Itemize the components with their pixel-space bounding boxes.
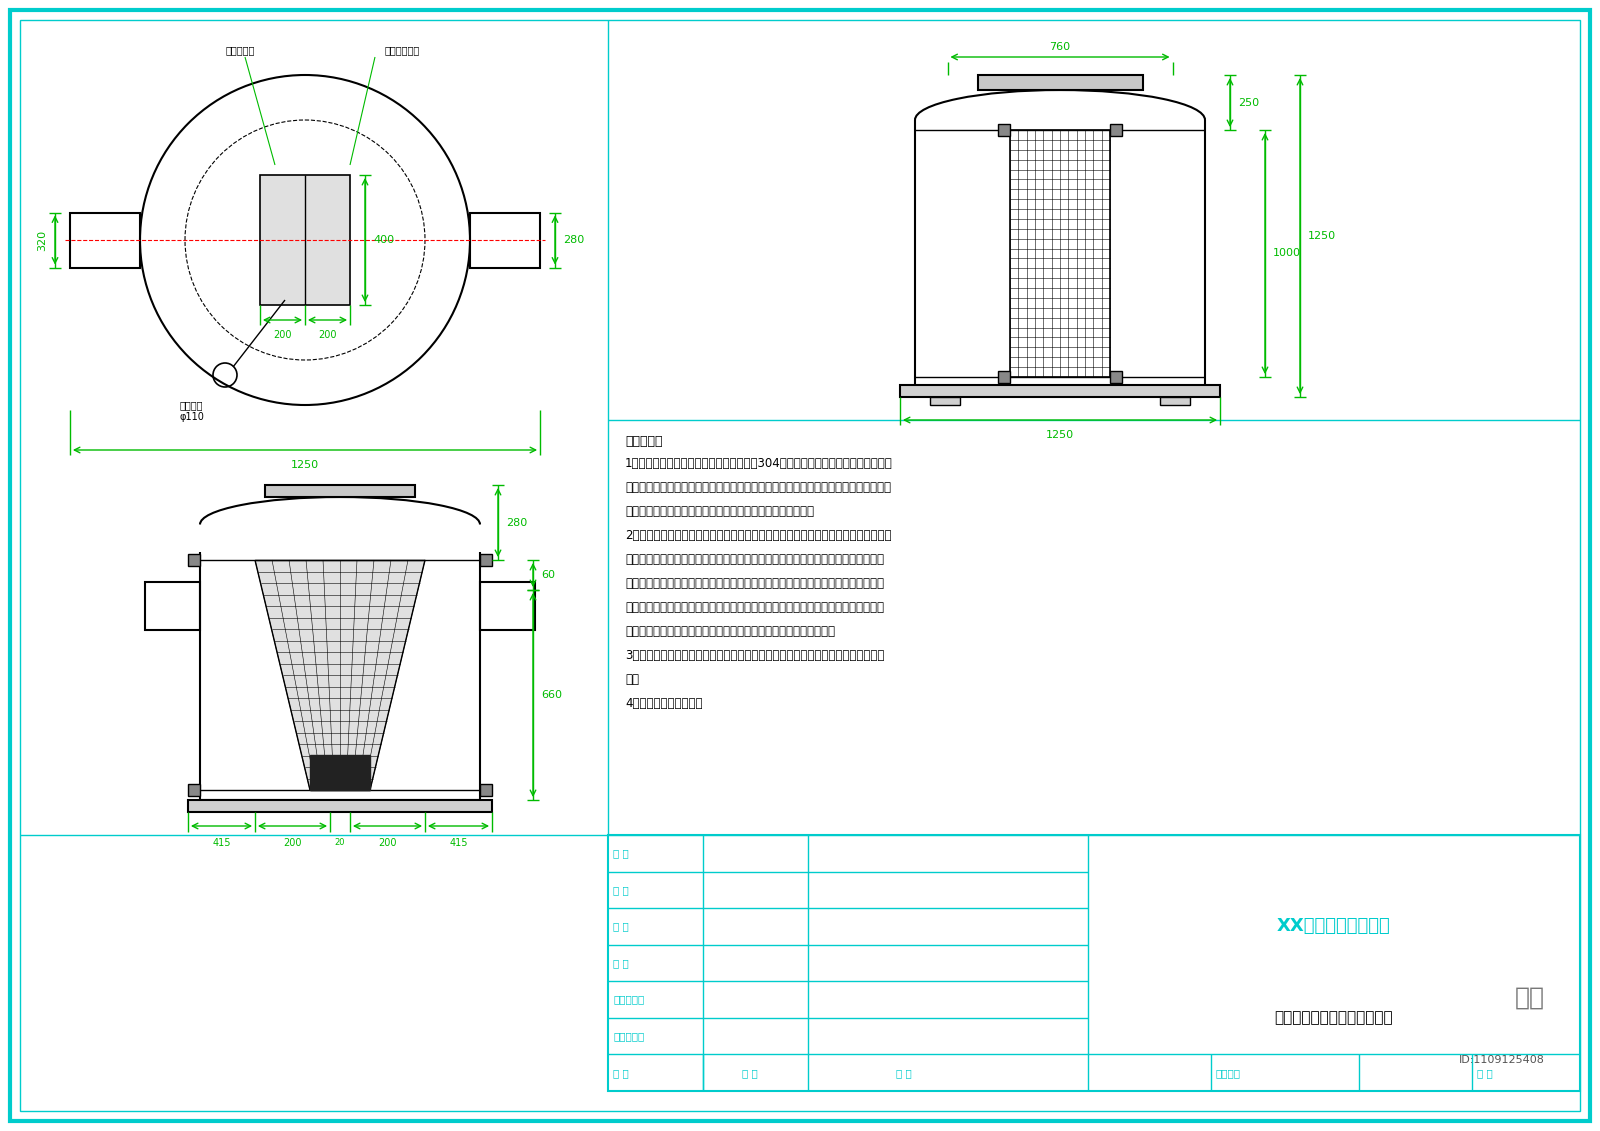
Text: ID:1109125408: ID:1109125408: [1459, 1055, 1546, 1065]
Text: 截污过滤弃流一体化设备详图: 截污过滤弃流一体化设备详图: [1275, 1010, 1394, 1026]
Bar: [266, 485, 414, 497]
Text: 弃流装置: 弃流装置: [179, 400, 203, 411]
Text: 设 计: 设 计: [613, 884, 629, 895]
Text: 能。: 能。: [626, 673, 638, 687]
Bar: [608, 835, 1581, 1091]
Bar: [189, 554, 200, 566]
Text: 200: 200: [274, 330, 291, 340]
Text: 不锈钢篦置: 不锈钢篦置: [226, 45, 254, 55]
Polygon shape: [254, 560, 426, 789]
Text: 专业负责人: 专业负责人: [613, 994, 645, 1004]
Bar: [480, 582, 534, 630]
Bar: [1010, 130, 1110, 377]
Bar: [70, 213, 141, 268]
Bar: [1160, 397, 1190, 405]
Bar: [899, 385, 1221, 397]
Text: 1250: 1250: [1309, 231, 1336, 241]
Bar: [978, 75, 1142, 90]
Text: 760: 760: [1050, 42, 1070, 52]
Bar: [146, 582, 200, 630]
Text: 比 例: 比 例: [741, 1068, 757, 1078]
Text: 280: 280: [506, 518, 528, 527]
Text: 污染物，从而保护后续设备的正常运行，同时可有效的将前期浓度较高的污染物抛弃，: 污染物，从而保护后续设备的正常运行，同时可有效的将前期浓度较高的污染物抛弃，: [626, 481, 891, 494]
Text: 200: 200: [378, 838, 397, 848]
Bar: [1110, 371, 1122, 383]
Text: 1250: 1250: [291, 460, 318, 470]
Text: 1、本产品外壳材质为玻璃钢，内置不锈钢304提篮及过滤网，可有效拦截较大固体: 1、本产品外壳材质为玻璃钢，内置不锈钢304提篮及过滤网，可有效拦截较大固体: [626, 457, 893, 470]
Bar: [998, 371, 1010, 383]
Text: 400: 400: [373, 235, 394, 245]
Text: 20: 20: [334, 838, 346, 847]
Text: 审 定: 审 定: [613, 1068, 629, 1078]
Text: 1250: 1250: [1046, 430, 1074, 440]
Text: 校 对: 校 对: [613, 922, 629, 932]
Text: 660: 660: [541, 690, 562, 700]
Text: 200: 200: [283, 838, 302, 848]
Text: φ110: φ110: [179, 412, 205, 422]
Polygon shape: [310, 756, 370, 789]
Text: 原理说明：: 原理说明：: [626, 435, 662, 448]
Text: 3、本产品主要应用于前期雨水需收集处理，能够一体化实现截污沉淀过滤弃流等功: 3、本产品主要应用于前期雨水需收集处理，能够一体化实现截污沉淀过滤弃流等功: [626, 649, 885, 662]
Text: 实现前期污染物自动排放，便于后期干净的雨水过滤、收集。: 实现前期污染物自动排放，便于后期干净的雨水过滤、收集。: [626, 506, 814, 518]
Text: 1000: 1000: [1274, 249, 1301, 259]
Text: 审 核: 审 核: [613, 958, 629, 968]
Text: 200: 200: [318, 330, 336, 340]
Text: 280: 280: [563, 235, 584, 245]
Bar: [930, 397, 960, 405]
Text: 日 期: 日 期: [896, 1068, 912, 1078]
Text: 制 图: 制 图: [613, 848, 629, 858]
Bar: [189, 800, 493, 812]
Text: 415: 415: [213, 838, 230, 848]
Text: 不锈钢过滤网: 不锈钢过滤网: [386, 45, 421, 55]
Text: 4、本产品可直接地埋。: 4、本产品可直接地埋。: [626, 697, 702, 710]
Text: 图 号: 图 号: [1477, 1068, 1493, 1078]
Bar: [998, 124, 1010, 136]
Bar: [259, 175, 350, 305]
Text: 设计阶段: 设计阶段: [1216, 1068, 1242, 1078]
Text: 知末: 知末: [1515, 986, 1546, 1010]
Text: 污染物将随剩余水流排出，装置恢复原状，等待下次降雨。并且内部配有精度高的不: 污染物将随剩余水流排出，装置恢复原状，等待下次降雨。并且内部配有精度高的不: [626, 601, 883, 614]
Bar: [470, 213, 541, 268]
Text: 排污口自动关闭，停止弃流，进行雨水收集，内置的不锈钢过滤网可以对收集的雨水: 排污口自动关闭，停止弃流，进行雨水收集，内置的不锈钢过滤网可以对收集的雨水: [626, 553, 883, 566]
Bar: [480, 554, 493, 566]
Text: 工程负责人: 工程负责人: [613, 1031, 645, 1042]
Bar: [1110, 124, 1122, 136]
Text: 415: 415: [450, 838, 467, 848]
Bar: [480, 784, 493, 796]
Text: XX建筑设计有限公司: XX建筑设计有限公司: [1277, 917, 1390, 935]
Text: 进行过滤，过滤产生的污染物会留在排污口箱体内，降雨结束后，排污口自动打开，: 进行过滤，过滤产生的污染物会留在排污口箱体内，降雨结束后，排污口自动打开，: [626, 577, 883, 590]
Text: 2、产品内置水流屋挡板、控制阀、控制球，不锈钢过滤网。当达到设定的弃流量时，: 2、产品内置水流屋挡板、控制阀、控制球，不锈钢过滤网。当达到设定的弃流量时，: [626, 529, 891, 542]
Text: 320: 320: [37, 230, 46, 251]
Text: 250: 250: [1238, 97, 1259, 107]
Text: 60: 60: [541, 570, 555, 580]
Text: 锈钢过滤网，在污染较轻的区域可直接达到生活杂用水的水质标准。: 锈钢过滤网，在污染较轻的区域可直接达到生活杂用水的水质标准。: [626, 625, 835, 638]
Bar: [189, 784, 200, 796]
